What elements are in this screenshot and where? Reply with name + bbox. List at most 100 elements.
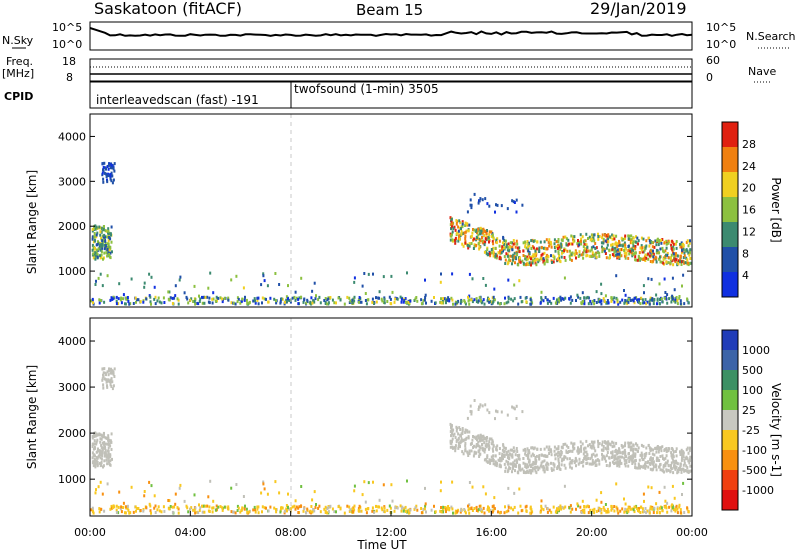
velocity-cell: [512, 508, 515, 512]
power-cell: [441, 299, 444, 303]
velocity-y-tick-label: 2000: [58, 427, 86, 440]
power-cell: [678, 295, 681, 298]
power-cell: [439, 300, 442, 304]
power-cell: [281, 297, 284, 301]
velocity-cell: [101, 434, 104, 438]
velocity-cell: [101, 454, 104, 458]
velocity-cell: [643, 510, 646, 514]
power-plot-frame: [89, 113, 693, 308]
power-cell: [480, 229, 483, 233]
power-cell: [462, 231, 465, 235]
velocity-cell: [635, 466, 638, 470]
power-cell: [468, 223, 471, 227]
velocity-cell: [494, 417, 496, 421]
power-cell: [443, 297, 446, 301]
power-cell: [634, 245, 637, 248]
power-cell: [521, 259, 524, 263]
velocity-cell: [503, 450, 505, 454]
velocity-colorbar-swatch: [722, 410, 738, 430]
power-cell: [639, 302, 642, 306]
velocity-cell: [459, 428, 462, 431]
velocity-cell: [453, 432, 456, 436]
velocity-cell: [353, 489, 356, 493]
power-cell: [201, 301, 204, 305]
velocity-cell: [273, 506, 276, 510]
power-cell: [95, 251, 98, 255]
power-cell: [623, 241, 626, 245]
velocity-cell: [454, 449, 457, 453]
velocity-cell: [571, 449, 574, 453]
velocity-cell: [600, 491, 603, 495]
power-cell: [626, 302, 629, 306]
velocity-cell: [403, 507, 406, 511]
power-cell: [594, 242, 597, 245]
power-cell: [450, 217, 453, 221]
velocity-cell: [618, 448, 621, 452]
power-cell: [162, 296, 165, 300]
power-cell: [156, 299, 159, 303]
power-cell: [174, 284, 177, 288]
power-cell: [676, 254, 679, 258]
power-cell: [663, 250, 666, 254]
velocity-cell: [682, 463, 685, 467]
power-cell: [106, 254, 109, 258]
power-cell: [477, 233, 480, 237]
power-cell: [440, 297, 442, 301]
power-cell: [585, 243, 588, 247]
velocity-cell: [507, 509, 510, 513]
power-cell: [105, 245, 108, 249]
x-axis: 00:00 04:00 08:00 12:00 16:00 20:00 00:00: [74, 511, 708, 539]
velocity-cell: [203, 504, 205, 508]
velocity-cell: [107, 443, 110, 447]
velocity-cell: [672, 471, 675, 475]
power-cell: [591, 237, 594, 241]
power-cell: [107, 163, 110, 167]
velocity-cell: [674, 465, 677, 469]
velocity-cell: [508, 452, 511, 456]
velocity-cell: [502, 457, 504, 461]
power-cell: [610, 298, 613, 301]
power-cell: [558, 245, 561, 249]
power-cell: [459, 221, 462, 225]
power-cell: [600, 299, 603, 303]
power-cell: [540, 290, 543, 294]
power-cell: [548, 244, 551, 248]
velocity-cell: [445, 508, 448, 512]
power-cell: [680, 245, 683, 249]
velocity-cell: [564, 466, 567, 470]
power-cell: [638, 257, 641, 260]
velocity-cell: [367, 507, 370, 510]
power-cell: [445, 301, 447, 305]
power-cell: [664, 296, 666, 300]
power-cell: [554, 249, 557, 253]
power-cell: [640, 236, 643, 240]
power-cell: [104, 244, 107, 247]
power-cell: [263, 279, 266, 283]
velocity-cell: [97, 454, 100, 458]
velocity-cell: [479, 446, 482, 450]
velocity-cell: [543, 447, 546, 451]
velocity-cell: [527, 470, 530, 474]
velocity-cell: [671, 506, 674, 510]
noise-sky-line: [89, 27, 693, 37]
power-cell: [674, 300, 677, 304]
velocity-cell: [98, 432, 101, 436]
velocity-cell: [473, 444, 475, 448]
velocity-cell: [439, 509, 442, 513]
power-cell: [630, 234, 633, 238]
power-cell: [632, 247, 635, 250]
power-cell: [560, 245, 563, 249]
power-cell: [192, 300, 195, 303]
power-cell: [488, 204, 491, 208]
velocity-cell: [493, 496, 496, 500]
velocity-cell: [595, 453, 598, 457]
power-cell: [110, 179, 113, 183]
velocity-cell: [540, 461, 543, 465]
power-cell: [143, 285, 146, 289]
power-cell: [582, 245, 585, 249]
power-cell: [477, 201, 480, 205]
power-cell: [298, 296, 301, 300]
power-cell: [498, 302, 501, 306]
velocity-colorbar-swatch: [722, 470, 738, 490]
power-cell: [256, 296, 259, 300]
